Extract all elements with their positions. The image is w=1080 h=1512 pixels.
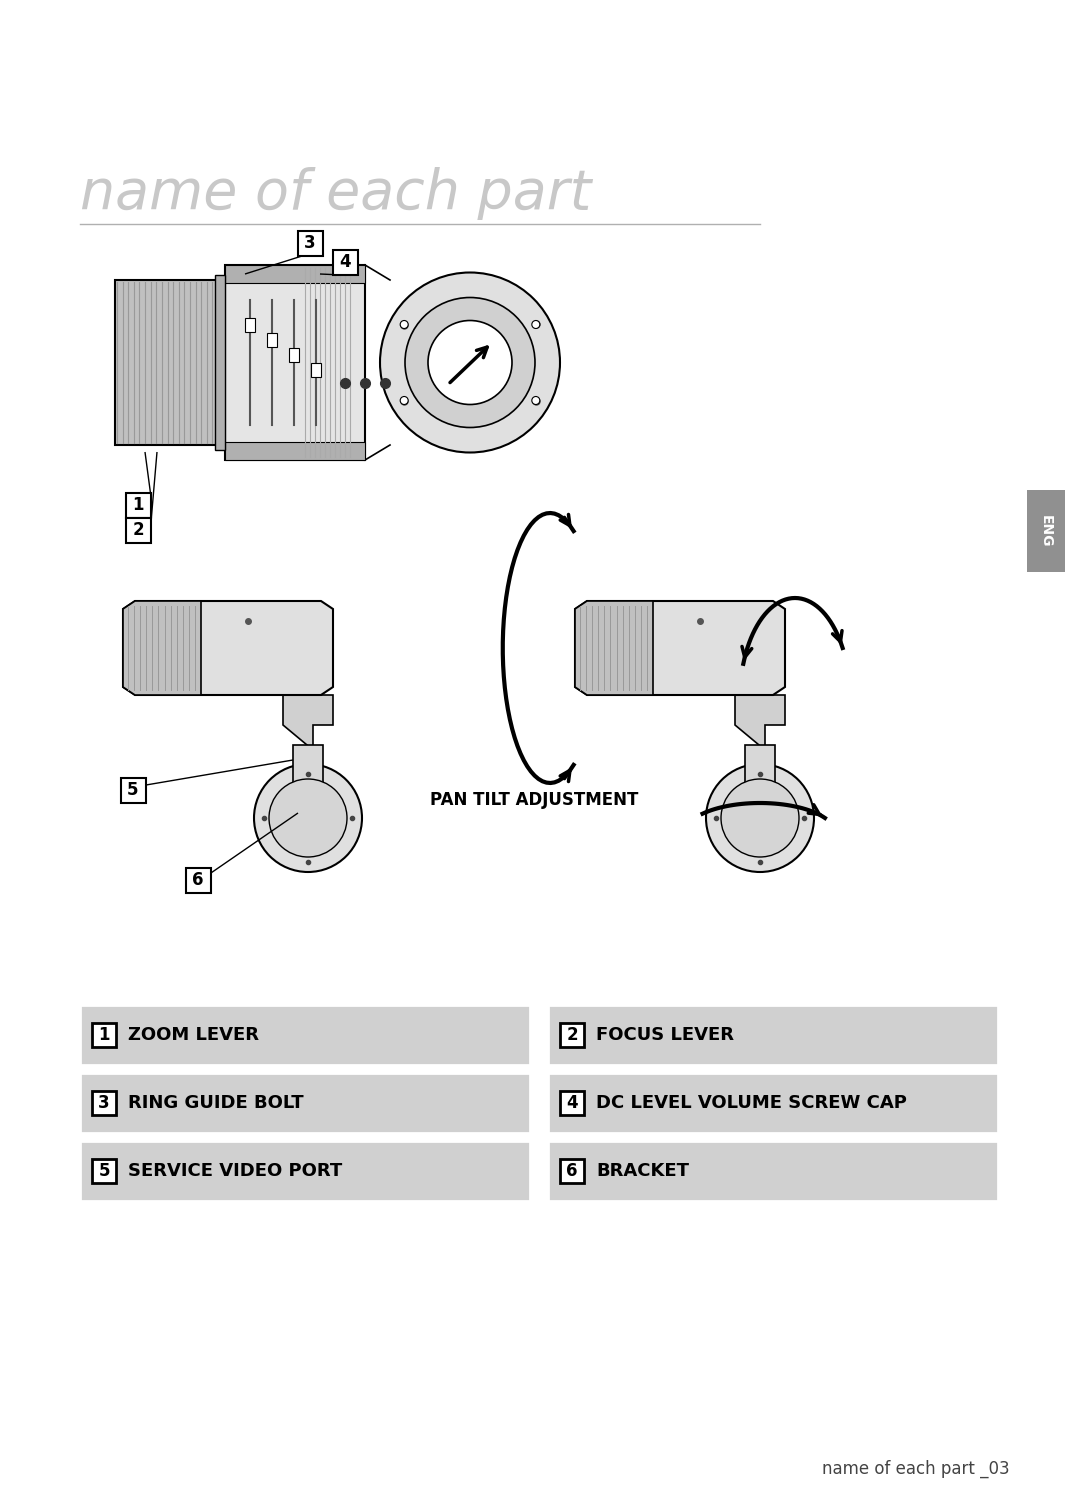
Bar [297,230,323,256]
Circle shape [269,779,347,857]
Text: 5: 5 [127,782,138,798]
Polygon shape [735,696,785,750]
Text: ZOOM LEVER: ZOOM LEVER [129,1027,259,1043]
Text: 3: 3 [98,1095,110,1111]
Text: 6: 6 [192,871,204,889]
Bar [548,1074,998,1132]
Circle shape [380,272,561,452]
Bar [548,1142,998,1201]
Polygon shape [283,696,333,750]
Text: PAN TILT ADJUSTMENT: PAN TILT ADJUSTMENT [430,791,638,809]
Bar [121,777,146,803]
Bar [311,363,321,376]
Circle shape [401,396,408,405]
Text: 4: 4 [339,253,351,271]
Circle shape [531,396,540,405]
Text: 1: 1 [132,496,144,514]
Bar [80,1142,530,1201]
Bar [225,265,365,283]
Bar [125,517,150,543]
Bar [1027,490,1065,572]
Bar [745,745,775,818]
Polygon shape [575,600,785,696]
Bar [114,280,220,445]
Bar [225,265,365,460]
Polygon shape [123,600,201,696]
Text: FOCUS LEVER: FOCUS LEVER [596,1027,734,1043]
Bar [289,348,299,361]
Bar [92,1024,116,1046]
Polygon shape [123,600,333,696]
Bar [92,1160,116,1182]
Bar [215,275,225,451]
Circle shape [405,298,535,428]
Circle shape [254,764,362,872]
Text: name of each part _03: name of each part _03 [822,1461,1010,1479]
Text: DC LEVEL VOLUME SCREW CAP: DC LEVEL VOLUME SCREW CAP [596,1095,907,1111]
Bar [267,333,276,346]
Text: name of each part: name of each part [80,166,592,221]
Text: 5: 5 [98,1163,110,1179]
Text: 2: 2 [566,1027,578,1043]
Bar [561,1092,584,1114]
Bar [186,868,211,892]
Text: 6: 6 [566,1163,578,1179]
Text: 2: 2 [132,522,144,538]
Circle shape [706,764,814,872]
Text: BRACKET: BRACKET [596,1163,689,1179]
Bar [225,442,365,460]
Bar [92,1092,116,1114]
Circle shape [721,779,799,857]
Bar [561,1160,584,1182]
Bar [245,318,255,333]
Circle shape [531,321,540,328]
Bar [125,493,150,517]
Text: 3: 3 [305,234,315,253]
Text: SERVICE VIDEO PORT: SERVICE VIDEO PORT [129,1163,342,1179]
Bar [561,1024,584,1046]
Bar [548,1005,998,1064]
Bar [80,1005,530,1064]
Text: 4: 4 [566,1095,578,1111]
Bar [333,249,357,275]
Circle shape [428,321,512,405]
Text: ENG: ENG [1039,514,1053,547]
Bar [293,745,323,818]
Polygon shape [575,600,653,696]
Text: RING GUIDE BOLT: RING GUIDE BOLT [129,1095,303,1111]
Circle shape [401,321,408,328]
Bar [80,1074,530,1132]
Text: 1: 1 [98,1027,110,1043]
